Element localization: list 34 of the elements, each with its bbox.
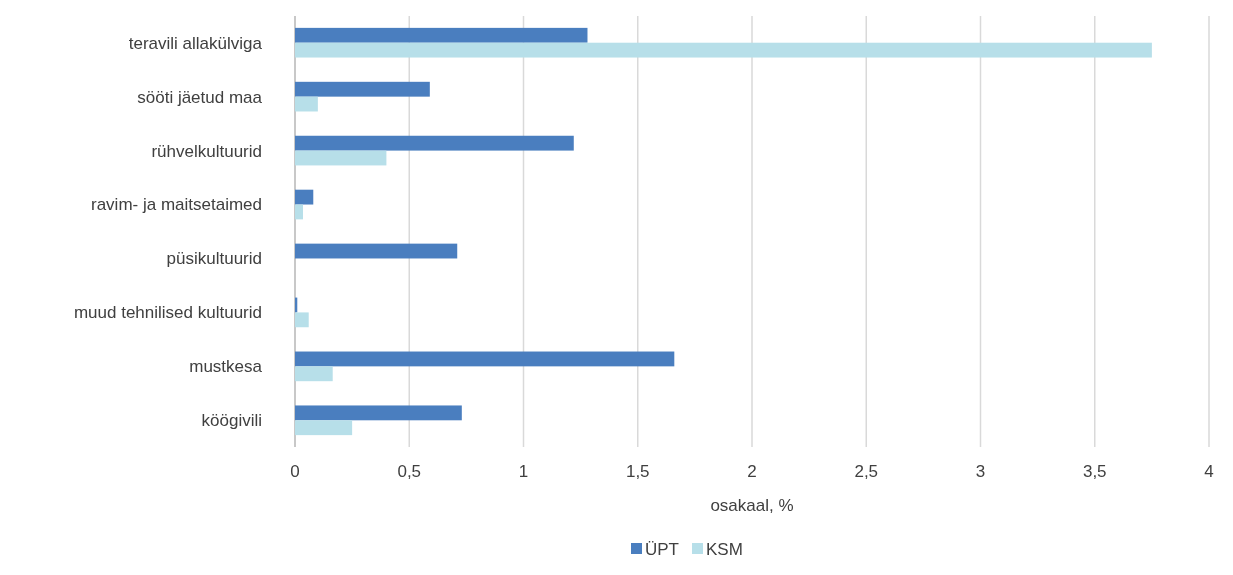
bar <box>295 150 387 166</box>
bar <box>295 243 458 259</box>
bar <box>295 27 588 43</box>
bar <box>295 312 309 328</box>
y-tick-label: mustkesa <box>189 357 263 377</box>
x-tick-label: 3,5 <box>1082 462 1107 481</box>
x-tick-label: 2 <box>747 462 757 481</box>
y-tick-label: muud tehnilised kultuurid <box>73 303 262 323</box>
bar <box>295 189 314 205</box>
legend-label: KSM <box>706 539 743 559</box>
bar <box>295 405 462 421</box>
y-tick-label: püsikultuurid <box>166 249 262 269</box>
legend-label: ÜPT <box>645 539 679 559</box>
bar <box>295 351 675 367</box>
y-tick-label: ravim- ja maitsetaimed <box>91 195 262 215</box>
x-tick-label: 4 <box>1204 462 1214 481</box>
y-tick-label: rühvelkultuurid <box>151 141 262 161</box>
x-tick-label: 0 <box>290 462 300 481</box>
x-tick-label: 0,5 <box>397 462 422 481</box>
x-axis-title: osakaal, % <box>710 496 794 515</box>
y-tick-label: sööti jäetud maa <box>137 87 263 107</box>
y-tick-label: teravili allakülviga <box>128 33 263 53</box>
x-tick-label: 3 <box>975 462 986 481</box>
bar <box>295 81 430 97</box>
bar <box>295 42 1152 58</box>
x-tick-label: 1,5 <box>625 462 650 481</box>
bar <box>295 366 333 382</box>
bar <box>295 135 574 151</box>
bar <box>295 420 353 436</box>
x-tick-label: 1 <box>518 462 529 481</box>
y-tick-label: köögivili <box>201 411 262 431</box>
x-tick-label: 2,5 <box>854 462 879 481</box>
bar <box>295 96 318 112</box>
bar <box>295 204 303 220</box>
